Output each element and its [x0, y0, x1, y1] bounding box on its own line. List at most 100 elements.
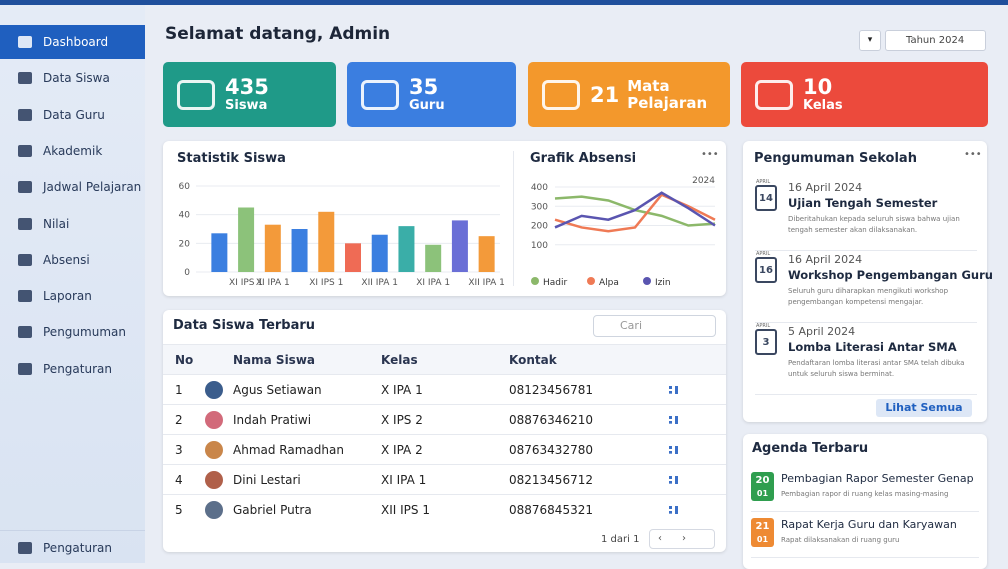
table-row[interactable]: 5 Gabriel Putra XII IPS 1 08876845321 [163, 494, 726, 524]
y-tick-label: 60 [179, 182, 191, 192]
nav-icon [18, 36, 32, 48]
nav-label: Jadwal Pelajaran [43, 180, 142, 195]
nav-icon [18, 326, 32, 339]
row-action[interactable] [669, 415, 678, 424]
nav-icon [18, 253, 32, 266]
announcement[interactable]: 14 APRIL 16 April 2024 Ujian Tengah Semeste… [755, 179, 977, 251]
legend-swatch [587, 277, 595, 285]
nav-label: Data Siswa [43, 71, 110, 86]
x-tick-label: XII IPA 1 [468, 278, 505, 288]
table-cell: Ahmad Ramadhan [233, 442, 344, 457]
row-action[interactable] [669, 505, 678, 514]
stat-value: 35 [409, 75, 439, 99]
table-row[interactable]: 4 Dini Lestari XI IPA 1 08213456712 [163, 464, 726, 494]
bar [318, 211, 335, 272]
announcement-text: Pendaftaran lomba literasi antar SMA tel… [788, 359, 965, 378]
top-bar [0, 0, 1008, 5]
stat-value: 21 [590, 82, 620, 107]
nav-label: Pengaturan [43, 540, 112, 555]
badge-month: 01 [756, 489, 769, 498]
announcement[interactable]: 3 APRIL 5 April 2024 Lomba Literasi Antar S… [755, 323, 977, 395]
agenda-title: Rapat Kerja Guru dan Karyawan [781, 518, 957, 531]
announcement-date: 16 April 2024 [788, 181, 863, 194]
nav-item[interactable]: Laporan [0, 279, 145, 313]
y-tick-label: 0 [184, 268, 190, 278]
table-cell: Gabriel Putra [233, 502, 312, 517]
nav-item[interactable]: Jadwal Pelajaran [0, 170, 145, 204]
panel-title: Grafik Absensi [530, 151, 637, 166]
avatar [205, 441, 223, 459]
row-action[interactable] [669, 445, 678, 454]
calendar-month: APRIL [756, 323, 771, 329]
nav-icon [18, 541, 32, 554]
legend-label: Izin [655, 278, 671, 288]
calendar-icon: 14 [755, 185, 777, 211]
nav-label: Nilai [43, 216, 70, 231]
nav-label: Dashboard [43, 35, 109, 49]
date-badge: 21 01 [751, 518, 774, 547]
agenda-item[interactable]: 21 01 Rapat Kerja Guru dan Karyawan Rapat d… [751, 516, 979, 558]
stat-text: 35 Guru [409, 76, 445, 113]
line-series [554, 191, 716, 229]
nav-item[interactable]: Dashboard [0, 25, 145, 59]
row-action[interactable] [669, 385, 678, 394]
badge-month: 01 [756, 535, 769, 544]
bar [345, 243, 361, 272]
nav-label: Pengaturan [43, 361, 112, 376]
announcement-date: 5 April 2024 [788, 325, 856, 338]
stat-value: 10 [803, 75, 833, 99]
announcement[interactable]: 16 APRIL 16 April 2024 Workshop Pengembanga… [755, 251, 993, 323]
y-tick-label: 200 [531, 222, 548, 232]
nav-item[interactable]: Pengumuman [0, 315, 145, 349]
table-cell: X IPS 2 [381, 412, 423, 427]
stat-card: 435 Siswa [163, 62, 336, 127]
x-tick-label: XI IPA 1 [416, 278, 450, 288]
column-header: Kelas [381, 352, 418, 367]
announcement-title: Lomba Literasi Antar SMA [788, 340, 957, 354]
x-tick-label: XI IPA 1 [256, 278, 290, 288]
table-row[interactable]: 2 Indah Pratiwi X IPS 2 08876346210 [163, 404, 726, 434]
agenda-title: Pembagian Rapor Semester Genap [781, 472, 974, 485]
menu-dots[interactable]: ••• [964, 149, 982, 160]
page-title: Selamat datang, Admin [165, 24, 391, 44]
nav-item[interactable]: Nilai [0, 207, 145, 241]
bar [425, 244, 442, 272]
nav-icon [18, 217, 32, 230]
table-header: No Nama Siswa Kelas Kontak [163, 344, 726, 374]
nav-item[interactable]: Data Guru [0, 98, 145, 132]
table-cell: Indah Pratiwi [233, 412, 312, 427]
nav-item[interactable]: Absensi [0, 243, 145, 277]
annotation: 2024 [692, 176, 715, 186]
nav-item[interactable]: Akademik [0, 134, 145, 168]
nav-item[interactable]: Pengaturan [0, 530, 145, 564]
table-cell: Dini Lestari [233, 472, 301, 487]
bar [291, 229, 308, 272]
nav-icon [18, 144, 32, 157]
column-header: Nama Siswa [233, 352, 316, 367]
announcement-text: Seluruh guru diharapkan mengikuti worksh… [788, 287, 949, 306]
line-series [554, 193, 716, 233]
see-all-button[interactable]: Lihat Semua [876, 399, 972, 417]
menu-dots[interactable]: ••• [701, 149, 719, 160]
nav-label: Akademik [43, 143, 103, 158]
agenda-item[interactable]: 20 01 Pembagian Rapor Semester Genap Pembag… [751, 470, 979, 512]
year-select[interactable]: Tahun 2024 [885, 30, 986, 51]
panel-title: Data Siswa Terbaru [173, 318, 316, 333]
nav-item[interactable]: Data Siswa [0, 61, 145, 95]
x-tick-label: XI IPS 1 [229, 278, 263, 288]
calendar-icon: 3 [755, 329, 777, 355]
table-row[interactable]: 3 Ahmad Ramadhan X IPA 2 08763432780 [163, 434, 726, 464]
search-input[interactable]: Cari [593, 315, 716, 337]
pager[interactable]: ‹› [649, 529, 715, 549]
pagination-text: 1 dari 1 [601, 534, 640, 545]
nav-item[interactable]: Pengaturan [0, 352, 145, 386]
row-action[interactable] [669, 475, 678, 484]
nav-label: Data Guru [43, 107, 105, 122]
legend-label: Alpa [599, 278, 619, 288]
dropdown-toggle[interactable]: ▾ [859, 30, 881, 51]
bar [371, 234, 388, 272]
avatar [205, 411, 223, 429]
table-row[interactable]: 1 Agus Setiawan X IPA 1 08123456781 [163, 374, 726, 404]
